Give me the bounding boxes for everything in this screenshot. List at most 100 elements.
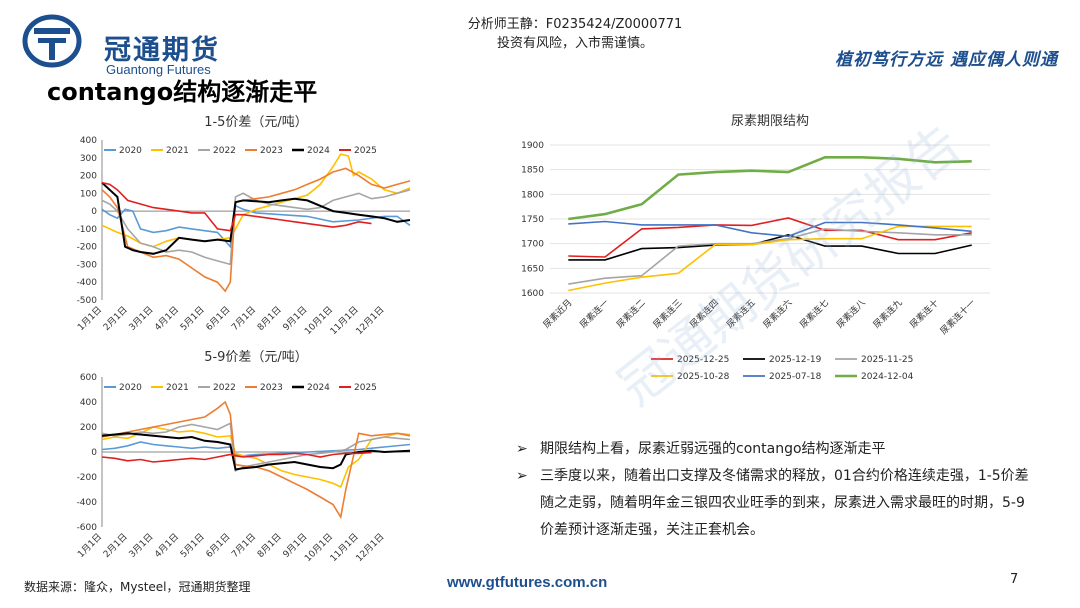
x-tick-label: 5月1日 bbox=[178, 304, 207, 333]
website-link[interactable]: www.gtfutures.com.cn bbox=[447, 574, 608, 591]
x-tick-label: 3月1日 bbox=[127, 531, 156, 560]
page-number: 7 bbox=[1010, 572, 1019, 587]
x-tick-label: 尿素连十 bbox=[907, 297, 941, 331]
x-tick-label: 尿素连八 bbox=[834, 297, 868, 331]
logo-english-text: Guantong Futures bbox=[106, 62, 211, 77]
series-line-2024-12-04 bbox=[568, 156, 972, 221]
legend-label: 2021 bbox=[166, 383, 189, 393]
legend-label: 2022 bbox=[213, 146, 236, 156]
bullet-text: 期限结构上看，尿素近弱远强的contango结构逐渐走平 bbox=[540, 441, 886, 457]
legend-label: 2024 bbox=[307, 383, 330, 393]
y-tick-label: -100 bbox=[77, 225, 98, 235]
x-tick-label: 7月1日 bbox=[230, 304, 259, 333]
y-tick-label: 0 bbox=[91, 207, 97, 217]
legend-label: 2020 bbox=[119, 146, 142, 156]
y-tick-label: 400 bbox=[80, 398, 97, 408]
bullet-list: ➢ 期限结构上看，尿素近弱远强的contango结构逐渐走平 ➢ 三季度以来，随… bbox=[516, 436, 1036, 544]
y-tick-label: -400 bbox=[77, 278, 98, 288]
legend-label: 2025-10-28 bbox=[677, 372, 730, 382]
y-tick-label: -500 bbox=[77, 296, 98, 306]
analyst-info: 分析师王静：F0235424/Z0000771 投资有风险，入市需谨慎。 bbox=[420, 15, 730, 53]
chart-title: 尿素期限结构 bbox=[731, 114, 809, 129]
y-tick-label: 100 bbox=[80, 189, 97, 199]
company-logo: 冠通期货 Guantong Futures bbox=[22, 14, 262, 77]
legend-label: 2024-12-04 bbox=[861, 372, 914, 382]
bullet-item: ➢ 三季度以来，随着出口支撑及冬储需求的释放，01合约价格连续走强，1-5价差随… bbox=[516, 463, 1036, 544]
legend-label: 2025 bbox=[354, 146, 377, 156]
x-tick-label: 尿素近月 bbox=[541, 297, 575, 331]
y-tick-label: 1650 bbox=[521, 264, 544, 274]
legend-label: 2024 bbox=[307, 146, 330, 156]
x-tick-label: 尿素连一 bbox=[577, 297, 611, 331]
company-slogan: 植初笃行方远 遇应偶人则通 bbox=[835, 50, 1058, 70]
legend-label: 2023 bbox=[260, 383, 283, 393]
logo-emblem-icon bbox=[22, 14, 82, 68]
x-tick-label: 6月1日 bbox=[204, 531, 233, 560]
legend-label: 2025-07-18 bbox=[769, 372, 822, 382]
spread-5-9-chart: 5-9价差（元/吨） 600 400 200 0 -200 -400 -6001月1日2月1日… bbox=[76, 350, 411, 564]
data-source: 数据来源：隆众，Mysteel，冠通期货整理 bbox=[24, 580, 251, 594]
x-tick-label: 5月1日 bbox=[178, 531, 207, 560]
x-tick-label: 12月1日 bbox=[354, 531, 387, 564]
y-tick-label: 300 bbox=[80, 154, 97, 164]
series-line-2024 bbox=[101, 181, 411, 255]
series-line-2025-11-25 bbox=[568, 228, 972, 285]
y-tick-label: 1700 bbox=[521, 240, 544, 250]
legend-label: 2023 bbox=[260, 146, 283, 156]
series-line-2021 bbox=[101, 426, 411, 489]
x-tick-label: 尿素连六 bbox=[761, 297, 795, 331]
x-tick-label: 尿素连七 bbox=[797, 297, 831, 331]
series-line-2025-07-18 bbox=[568, 220, 972, 238]
chart-title: 1-5价差（元/吨） bbox=[204, 115, 308, 130]
x-tick-label: 2月1日 bbox=[101, 531, 130, 560]
x-tick-label: 7月1日 bbox=[230, 531, 259, 560]
y-tick-label: 600 bbox=[80, 373, 97, 383]
y-tick-label: 200 bbox=[80, 172, 97, 182]
y-tick-label: -600 bbox=[77, 523, 98, 533]
series-line-2022 bbox=[101, 422, 411, 473]
legend-label: 2020 bbox=[119, 383, 142, 393]
series-line-2025 bbox=[101, 451, 372, 463]
y-tick-label: 200 bbox=[80, 423, 97, 433]
x-tick-label: 尿素连五 bbox=[724, 297, 758, 331]
legend-label: 2025-12-25 bbox=[677, 355, 729, 365]
y-tick-label: 1800 bbox=[521, 190, 544, 200]
x-tick-label: 8月1日 bbox=[255, 304, 284, 333]
series-line-2025-10-28 bbox=[568, 225, 972, 292]
legend-label: 2025-11-25 bbox=[861, 355, 913, 365]
y-tick-label: 1850 bbox=[521, 166, 544, 176]
legend-label: 2021 bbox=[166, 146, 189, 156]
legend-label: 2025 bbox=[354, 383, 377, 393]
arrow-bullet-icon: ➢ bbox=[516, 468, 528, 484]
spread-1-5-chart: 1-5价差（元/吨） 400 300 200 100 0 -100 -200 -300 -400 -… bbox=[76, 115, 411, 337]
x-tick-label: 尿素连九 bbox=[871, 297, 905, 331]
x-tick-label: 3月1日 bbox=[127, 304, 156, 333]
y-tick-label: 400 bbox=[80, 136, 97, 146]
slide-title: contango结构逐渐走平 bbox=[47, 78, 318, 106]
x-tick-label: 1月1日 bbox=[76, 531, 105, 560]
x-tick-label: 尿素连二 bbox=[614, 297, 648, 331]
series-line-2025-12-25 bbox=[568, 217, 972, 258]
y-tick-label: 1900 bbox=[521, 141, 544, 151]
series-line-2020 bbox=[101, 204, 411, 249]
y-tick-label: 0 bbox=[91, 448, 97, 458]
bullet-text: 三季度以来，随着出口支撑及冬储需求的释放，01合约价格连续走强，1-5价差随之走… bbox=[540, 468, 1029, 538]
x-tick-label: 尿素连十一 bbox=[937, 297, 977, 337]
x-tick-label: 尿素连四 bbox=[687, 297, 721, 331]
y-tick-label: -300 bbox=[77, 260, 98, 270]
x-tick-label: 8月1日 bbox=[255, 531, 284, 560]
x-tick-label: 1月1日 bbox=[76, 304, 105, 333]
series-line-2022 bbox=[101, 189, 411, 266]
analyst-name: 分析师王静：F0235424/Z0000771 bbox=[467, 17, 683, 32]
risk-disclaimer: 投资有风险，入市需谨慎。 bbox=[496, 36, 653, 51]
y-tick-label: 1600 bbox=[521, 289, 544, 299]
x-tick-label: 4月1日 bbox=[153, 304, 182, 333]
header: 冠通期货 Guantong Futures 分析师王静：F0235424/Z00… bbox=[0, 0, 1080, 77]
chart-title: 5-9价差（元/吨） bbox=[204, 350, 308, 365]
y-tick-label: -400 bbox=[77, 498, 98, 508]
arrow-bullet-icon: ➢ bbox=[516, 441, 528, 457]
y-tick-label: 1750 bbox=[521, 215, 544, 225]
legend-label: 2022 bbox=[213, 383, 236, 393]
series-line-2023 bbox=[101, 167, 411, 293]
